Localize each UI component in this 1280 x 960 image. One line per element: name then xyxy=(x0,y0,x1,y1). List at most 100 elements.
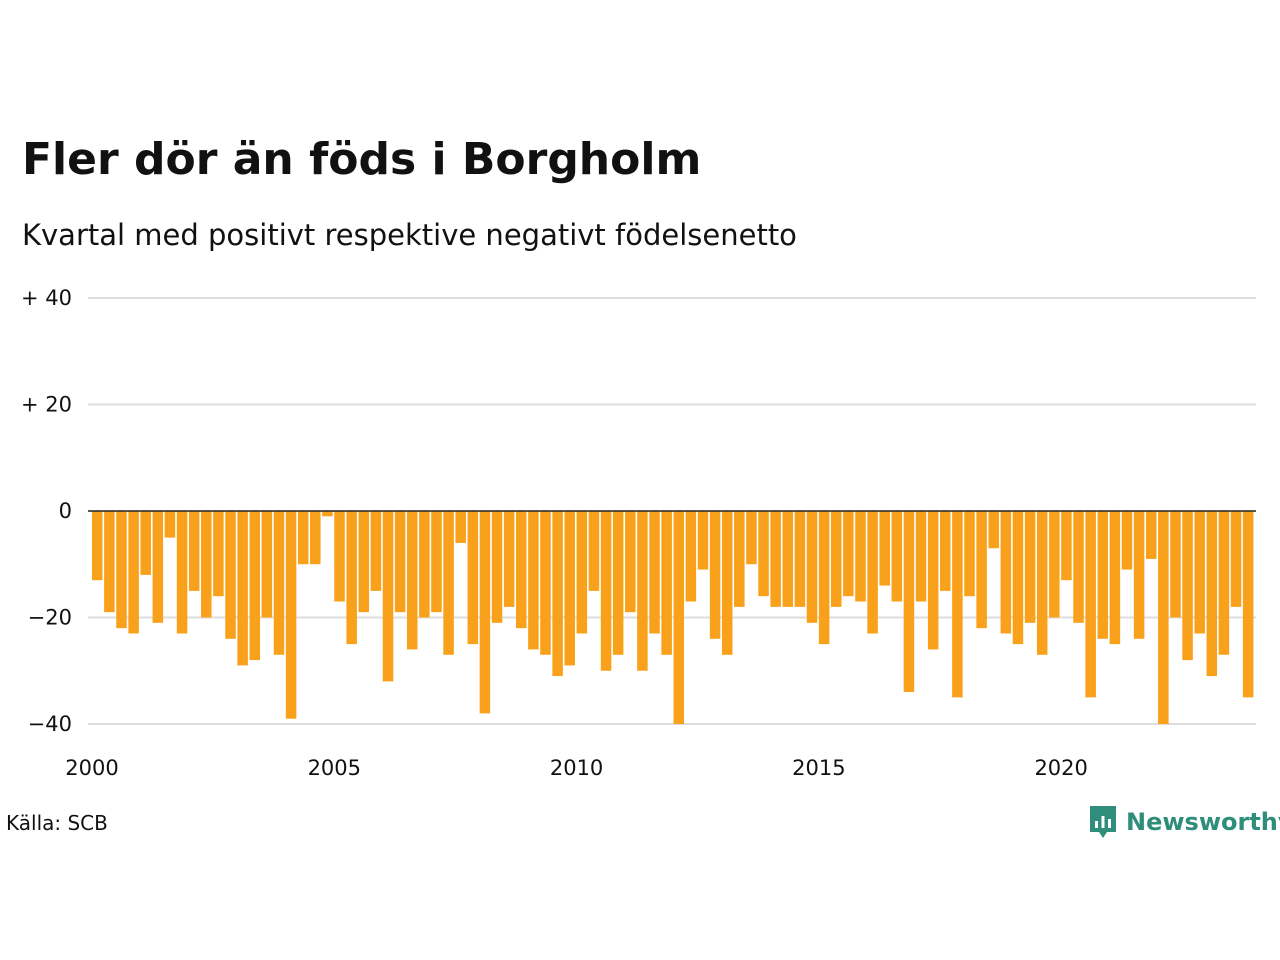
bar xyxy=(891,511,903,602)
bar xyxy=(673,511,685,724)
bar xyxy=(164,511,176,538)
bar xyxy=(503,511,515,607)
bar xyxy=(782,511,794,607)
y-tick-label: 0 xyxy=(59,499,72,523)
bar xyxy=(1218,511,1230,655)
bar xyxy=(116,511,127,629)
bar xyxy=(964,511,975,597)
bar xyxy=(952,511,963,698)
bar xyxy=(1194,511,1205,634)
bar xyxy=(685,511,697,602)
y-tick-label: + 20 xyxy=(21,393,72,417)
bar xyxy=(1012,511,1024,645)
bar xyxy=(1182,511,1193,661)
bar xyxy=(516,511,527,629)
bar xyxy=(382,511,394,682)
bar xyxy=(334,511,345,602)
bar xyxy=(940,511,951,591)
bar xyxy=(273,511,285,655)
bar xyxy=(1121,511,1133,570)
x-tick-label: 2010 xyxy=(550,756,603,780)
bar xyxy=(721,511,733,655)
bar xyxy=(1049,511,1060,618)
bar xyxy=(225,511,236,639)
bar xyxy=(746,511,757,565)
bar xyxy=(879,511,890,586)
bar xyxy=(818,511,830,645)
bar xyxy=(249,511,260,661)
x-tick-label: 2000 xyxy=(65,756,118,780)
bar xyxy=(600,511,612,671)
bar xyxy=(128,511,139,634)
bar xyxy=(213,511,224,597)
bar xyxy=(927,511,939,650)
bar xyxy=(576,511,588,634)
bar xyxy=(528,511,539,650)
bar xyxy=(709,511,721,639)
bar xyxy=(297,511,309,565)
y-tick-label: −40 xyxy=(28,712,72,736)
bar xyxy=(540,511,551,655)
bar xyxy=(346,511,357,645)
bar xyxy=(988,511,999,549)
bar xyxy=(491,511,503,623)
bar xyxy=(1085,511,1096,698)
bar xyxy=(188,511,200,591)
bar xyxy=(1145,511,1157,559)
bar xyxy=(612,511,624,655)
bar xyxy=(697,511,709,570)
bar xyxy=(261,511,273,618)
bar xyxy=(976,511,987,629)
y-tick-label: −20 xyxy=(28,606,72,630)
bar xyxy=(843,511,854,597)
bar xyxy=(637,511,648,671)
bar xyxy=(1206,511,1218,677)
bar xyxy=(140,511,151,575)
bar xyxy=(794,511,806,607)
bar xyxy=(92,511,103,581)
bar xyxy=(431,511,442,613)
bar xyxy=(1061,511,1072,581)
bar xyxy=(1170,511,1181,618)
x-tick-label: 2005 xyxy=(308,756,361,780)
bar xyxy=(1097,511,1109,639)
bar xyxy=(806,511,818,623)
bar xyxy=(830,511,842,607)
bar xyxy=(176,511,188,634)
bar xyxy=(285,511,297,719)
bar xyxy=(358,511,370,613)
bar-chart: + 40 + 20 0 −20 −40 2000 2005 2010 2015 2020 xyxy=(21,286,1256,780)
bar xyxy=(322,511,333,517)
y-tick-label: + 40 xyxy=(21,286,72,310)
newsworthy-logo-icon xyxy=(1090,806,1116,838)
bar xyxy=(443,511,454,655)
bar xyxy=(855,511,866,602)
bar xyxy=(1073,511,1084,623)
bar xyxy=(915,511,927,602)
bar xyxy=(649,511,660,634)
bar xyxy=(310,511,321,565)
bar xyxy=(588,511,600,591)
bar xyxy=(903,511,915,693)
source-note: Källa: SCB xyxy=(6,811,108,835)
bar xyxy=(734,511,745,607)
chart-subtitle: Kvartal med positivt respektive negativt… xyxy=(22,218,797,252)
bar xyxy=(419,511,430,618)
x-tick-label: 2020 xyxy=(1034,756,1087,780)
bar xyxy=(1242,511,1254,698)
bar xyxy=(455,511,466,543)
bar xyxy=(625,511,636,613)
bar xyxy=(479,511,491,714)
bar xyxy=(770,511,781,607)
bar xyxy=(1109,511,1121,645)
bar xyxy=(1230,511,1242,607)
bar xyxy=(1000,511,1012,634)
brand-name: Newsworthy xyxy=(1126,808,1280,836)
bar xyxy=(237,511,248,666)
bar xyxy=(104,511,115,613)
bar xyxy=(661,511,672,655)
bar xyxy=(406,511,418,650)
bar xyxy=(867,511,878,634)
bar xyxy=(201,511,212,618)
bar xyxy=(152,511,164,623)
